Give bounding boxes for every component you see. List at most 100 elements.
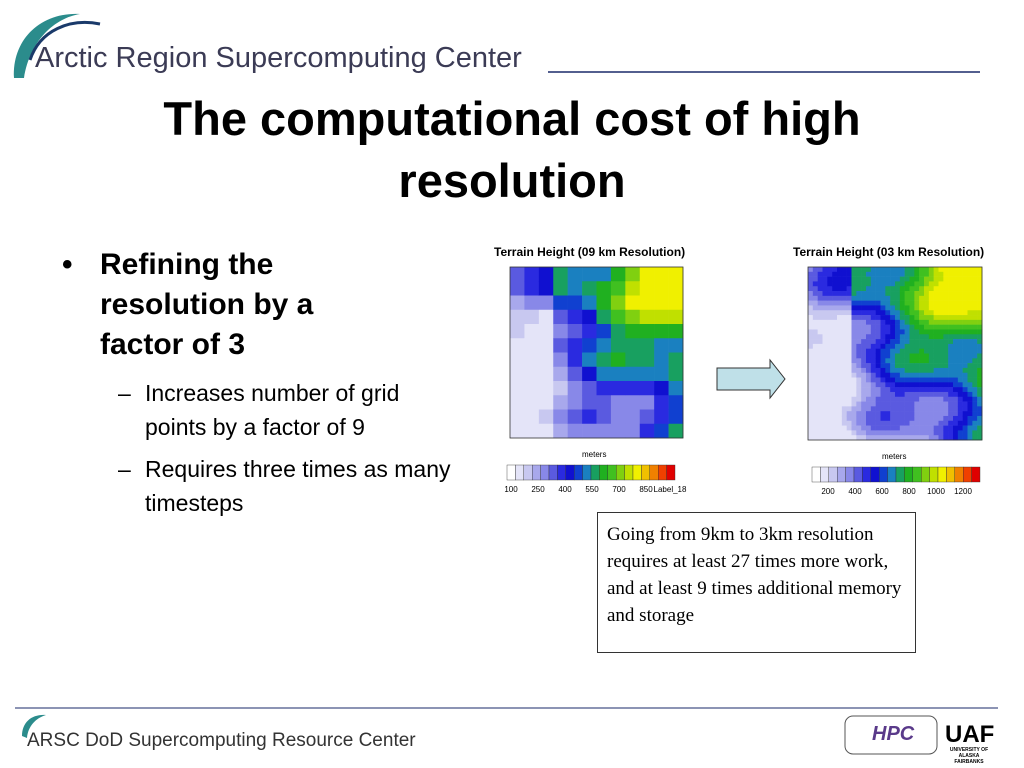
terrain-cell — [812, 420, 818, 426]
terrain-cell — [890, 396, 896, 402]
terrain-cell — [861, 310, 867, 316]
terrain-cell — [832, 406, 838, 412]
terrain-cell — [567, 423, 583, 439]
terrain-cell — [953, 329, 959, 335]
terrain-cell — [909, 382, 915, 388]
terrain-cell — [977, 324, 983, 330]
terrain-cell — [977, 411, 983, 417]
terrain-cell — [817, 281, 823, 287]
terrain-cell — [962, 334, 968, 340]
terrain-cell — [890, 310, 896, 316]
terrain-cell — [972, 295, 978, 301]
terrain-cell — [822, 295, 828, 301]
terrain-cell — [938, 343, 944, 349]
terrain-cell — [967, 401, 973, 407]
colorbar-cell — [870, 466, 880, 483]
terrain-cell — [977, 363, 983, 369]
colorbar-cell — [532, 464, 541, 481]
terrain-cell — [919, 291, 925, 297]
terrain-cell — [567, 338, 583, 353]
terrain-cell — [841, 339, 847, 345]
terrain-cell — [957, 401, 963, 407]
terrain-cell — [933, 324, 939, 330]
terrain-cell — [885, 329, 891, 335]
terrain-cell — [938, 401, 944, 407]
terrain-cell — [870, 396, 876, 402]
terrain-cell — [866, 372, 872, 378]
terrain-cell — [948, 276, 954, 282]
terrain-cell — [837, 353, 843, 359]
terrain-cell — [837, 315, 843, 321]
terrain-cell — [808, 377, 814, 383]
terrain-cell — [875, 353, 881, 359]
terrain-cell — [668, 366, 684, 382]
terrain-cell — [904, 401, 910, 407]
terrain-cell — [827, 396, 833, 402]
terrain-cell — [817, 415, 823, 422]
terrain-cell — [895, 420, 901, 426]
colorbar-cell — [879, 466, 888, 483]
terrain-cell — [832, 372, 838, 378]
terrain-cell — [827, 339, 833, 345]
terrain-cell — [977, 276, 983, 282]
terrain-cell — [610, 381, 626, 396]
terrain-cell — [933, 295, 939, 301]
terrain-cell — [846, 291, 852, 297]
terrain-cell — [895, 305, 901, 311]
terrain-cell — [977, 372, 983, 378]
terrain-cell — [841, 420, 847, 426]
terrain-cell — [919, 348, 925, 354]
terrain-cell — [962, 300, 968, 306]
terrain-cell — [938, 435, 944, 441]
terrain-cell — [866, 281, 872, 287]
terrain-cell — [943, 315, 949, 321]
terrain-cell — [875, 300, 881, 306]
terrain-cell — [943, 291, 949, 297]
terrain-cell — [822, 315, 828, 321]
terrain-cell — [846, 387, 852, 393]
terrain-cell — [924, 367, 930, 374]
colorbar-label: 1200 — [954, 487, 972, 496]
terrain-cell — [639, 395, 655, 410]
terrain-cell — [977, 377, 983, 383]
terrain-cell — [875, 310, 881, 316]
terrain-cell — [909, 281, 915, 287]
terrain-cell — [880, 430, 886, 436]
terrain-cell — [967, 353, 973, 359]
terrain-cell — [870, 300, 876, 306]
terrain-cell — [870, 281, 876, 287]
terrain-cell — [943, 420, 949, 426]
terrain-cell — [943, 391, 949, 398]
terrain-cell — [817, 343, 823, 349]
terrain-cell — [890, 281, 896, 287]
terrain-cell — [866, 367, 872, 374]
terrain-cell — [957, 358, 963, 364]
terrain-cell — [914, 271, 920, 277]
terrain-cell — [841, 367, 847, 374]
terrain-cell — [827, 382, 833, 388]
terrain-cell — [928, 300, 934, 306]
terrain-cell — [962, 430, 968, 436]
terrain-cell — [899, 305, 905, 311]
terrain-cell — [817, 305, 823, 311]
terrain-cell — [822, 401, 828, 407]
terrain-cell — [827, 295, 833, 301]
terrain-cell — [933, 329, 939, 335]
terrain-cell — [822, 396, 828, 402]
terrain-cell — [610, 324, 626, 339]
terrain-cell — [924, 358, 930, 364]
terrain-cell — [977, 271, 983, 277]
terrain-cell — [812, 339, 818, 345]
colorbar-cell — [963, 466, 972, 483]
terrain-cell — [851, 329, 857, 335]
terrain-cell — [880, 310, 886, 316]
terrain-cell — [885, 339, 891, 345]
terrain-cell — [928, 372, 934, 378]
terrain-cell — [567, 295, 583, 311]
terrain-cell — [933, 382, 939, 388]
terrain-cell — [553, 309, 568, 325]
terrain-cell — [866, 305, 872, 311]
terrain-cell — [510, 281, 525, 296]
terrain-cell — [866, 425, 872, 431]
terrain-cell — [938, 363, 944, 369]
